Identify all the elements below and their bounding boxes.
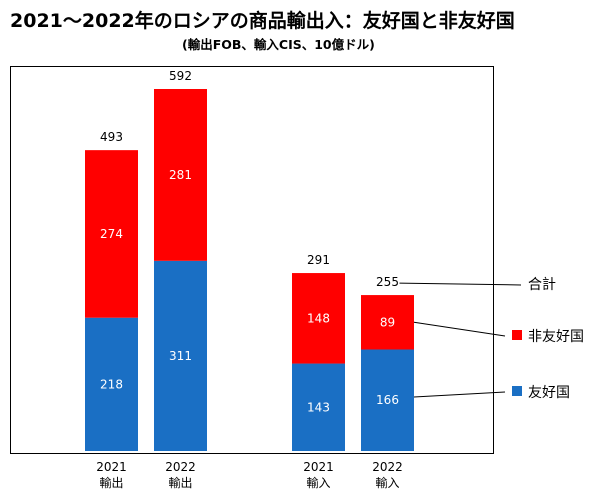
label-unfriendly-0: 274 bbox=[100, 227, 123, 241]
legend-friendly: 友好国 bbox=[528, 385, 570, 401]
label-total-3: 255 bbox=[376, 275, 399, 289]
bar-unfriendly-3 bbox=[361, 295, 414, 350]
label-unfriendly-3: 89 bbox=[380, 315, 395, 329]
connector-friendly bbox=[413, 391, 506, 398]
label-friendly-3: 166 bbox=[376, 393, 399, 407]
label-unfriendly-1: 281 bbox=[169, 168, 192, 182]
legend-swatch-unfriendly bbox=[512, 330, 522, 340]
label-friendly-1: 311 bbox=[169, 349, 192, 363]
bar-unfriendly-2 bbox=[292, 273, 345, 364]
bar-friendly-1 bbox=[154, 260, 207, 451]
bar-unfriendly-0 bbox=[85, 150, 138, 318]
chart-title: 2021～2022年のロシアの商品輸出入：友好国と非友好国 bbox=[10, 10, 515, 32]
label-total-1: 592 bbox=[169, 69, 192, 83]
tick-kind-0: 輸出 bbox=[99, 475, 123, 490]
connector-total bbox=[399, 282, 522, 286]
chart-subtitle: (輸出FOB、輸入CIS、10億ドル) bbox=[182, 37, 375, 52]
bar-unfriendly-1 bbox=[154, 89, 207, 261]
label-unfriendly-2: 148 bbox=[307, 311, 330, 325]
label-total-0: 493 bbox=[100, 130, 123, 144]
label-friendly-0: 218 bbox=[100, 377, 123, 391]
legend-swatch-friendly bbox=[512, 386, 522, 396]
connector-unfriendly bbox=[413, 321, 506, 337]
tick-kind-3: 輸入 bbox=[375, 475, 399, 490]
tick-kind-2: 輸入 bbox=[306, 475, 330, 490]
tick-year-1: 2022 bbox=[165, 460, 196, 474]
bar-friendly-0 bbox=[85, 317, 138, 451]
tick-year-0: 2021 bbox=[96, 460, 127, 474]
bar-friendly-2 bbox=[292, 363, 345, 451]
tick-kind-1: 輸出 bbox=[168, 475, 192, 490]
label-friendly-2: 143 bbox=[307, 400, 330, 414]
bar-friendly-3 bbox=[361, 349, 414, 451]
legend-unfriendly: 非友好国 bbox=[528, 329, 584, 345]
legend-total: 合計 bbox=[528, 277, 556, 293]
tick-year-2: 2021 bbox=[303, 460, 334, 474]
tick-year-3: 2022 bbox=[372, 460, 403, 474]
label-total-2: 291 bbox=[307, 253, 330, 267]
plot-area bbox=[10, 66, 494, 454]
